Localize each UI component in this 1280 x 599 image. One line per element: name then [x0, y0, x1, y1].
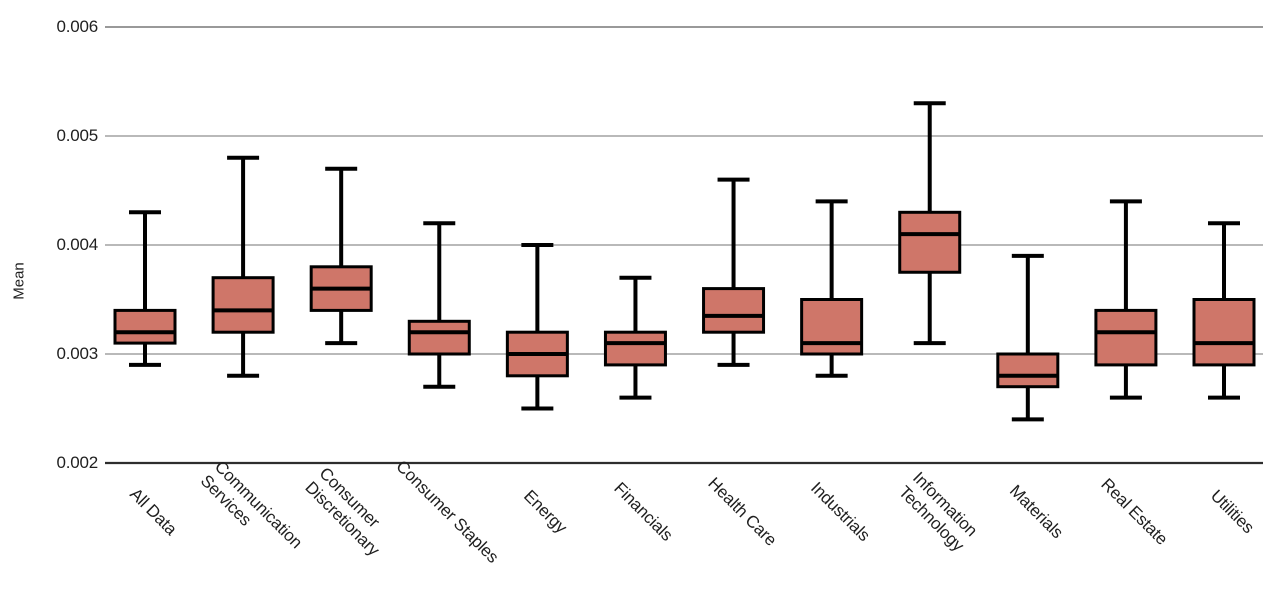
y-axis-label: Mean	[10, 262, 28, 300]
box-consumer-staples	[407, 221, 471, 389]
iqr-box	[1192, 298, 1256, 367]
y-tick-label-0.002: 0.002	[56, 453, 98, 472]
iqr-box	[1094, 308, 1158, 367]
box-industrials	[800, 199, 864, 378]
iqr-box	[113, 308, 177, 345]
box-information-technology	[898, 101, 962, 346]
y-tick-label-0.006: 0.006	[56, 17, 98, 36]
box-health-care	[702, 177, 766, 367]
y-tick-label-0.003: 0.003	[56, 344, 98, 363]
box-utilities	[1192, 221, 1256, 400]
y-tick-label-0.004: 0.004	[56, 235, 98, 254]
y-tick-label-0.005: 0.005	[56, 126, 98, 145]
iqr-box	[702, 287, 766, 334]
box-communication-services	[211, 155, 275, 378]
iqr-box	[211, 276, 275, 334]
box-real-estate	[1094, 199, 1158, 400]
iqr-box	[996, 352, 1060, 389]
box-energy	[505, 243, 569, 411]
box-all-data	[113, 210, 177, 367]
box-financials	[603, 275, 667, 400]
iqr-box	[898, 210, 962, 274]
iqr-box	[603, 330, 667, 367]
box-materials	[996, 253, 1060, 422]
box-consumer-discretionary	[309, 166, 373, 346]
iqr-box	[407, 319, 471, 356]
iqr-box	[800, 298, 864, 356]
